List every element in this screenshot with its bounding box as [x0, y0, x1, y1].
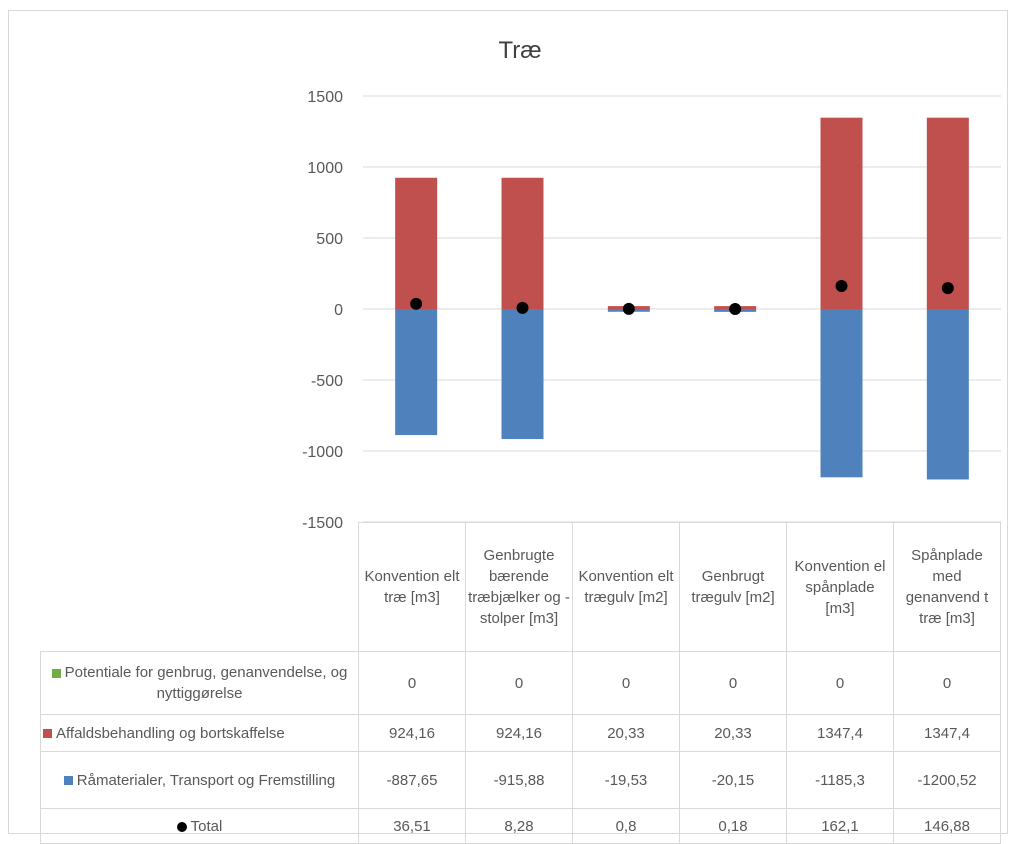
data-value: -887,65	[358, 751, 466, 809]
total-marker	[941, 282, 954, 295]
legend-label: Potentiale for genbrug, genanvendelse, o…	[64, 664, 348, 702]
total-marker	[516, 301, 529, 314]
data-value: 924,16	[465, 714, 573, 752]
category-label: Genbrugt trægulv [m2]	[679, 522, 787, 652]
chart-title: Træ	[498, 37, 542, 64]
data-value: 0	[572, 651, 680, 715]
data-value: 20,33	[679, 714, 787, 752]
bar-affald	[926, 117, 969, 310]
data-value: 0,18	[679, 808, 787, 844]
legend-label: Total	[190, 817, 223, 835]
bar-ramaterialer	[395, 309, 438, 436]
data-value: 0	[786, 651, 894, 715]
data-value: -19,53	[572, 751, 680, 809]
legend-entry: Affaldsbehandling og bortskaffelse	[40, 714, 359, 752]
table-corner	[40, 522, 359, 652]
y-tick-label: -500	[311, 373, 343, 390]
data-value: 0	[679, 651, 787, 715]
data-table: Konvention elt træ [m3] Genbrugte bærende…	[40, 522, 1001, 844]
bar-ramaterialer	[501, 309, 544, 440]
data-value: 146,88	[893, 808, 1001, 844]
total-marker	[622, 302, 635, 315]
legend-entry: Total	[40, 808, 359, 844]
total-marker	[410, 297, 423, 310]
bar-affald	[395, 177, 438, 309]
y-tick-label: 0	[334, 302, 343, 319]
legend-entry: Råmaterialer, Transport og Fremstilling	[40, 751, 359, 809]
legend-color-key	[63, 776, 73, 786]
y-tick-label: -1000	[302, 444, 343, 461]
data-value: 0	[358, 651, 466, 715]
bar-ramaterialer	[926, 309, 969, 480]
table-row: Potentiale for genbrug, genanvendelse, o…	[40, 651, 1001, 715]
bar-affald	[820, 117, 863, 310]
data-value: 0	[465, 651, 573, 715]
data-value: -915,88	[465, 751, 573, 809]
category-label: Konvention elt træ [m3]	[358, 522, 466, 652]
y-tick-label: 1500	[307, 89, 343, 106]
table-row: Total 36,51 8,28 0,8 0,18 162,1 146,88	[40, 808, 1001, 844]
data-value: 0	[893, 651, 1001, 715]
data-value: -1185,3	[786, 751, 894, 809]
table-row: Affaldsbehandling og bortskaffelse 924,16…	[40, 714, 1001, 752]
data-value: 36,51	[358, 808, 466, 844]
legend-color-key	[51, 668, 61, 678]
data-value: 162,1	[786, 808, 894, 844]
data-value: 20,33	[572, 714, 680, 752]
category-label: Konvention elt trægulv [m2]	[572, 522, 680, 652]
category-label: Spånplade med genanvend t træ [m3]	[893, 522, 1001, 652]
data-value: 0,8	[572, 808, 680, 844]
legend-dot-key	[176, 821, 187, 832]
table-header-row: Konvention elt træ [m3] Genbrugte bærende…	[40, 522, 1001, 652]
data-value: -20,15	[679, 751, 787, 809]
legend-label: Råmaterialer, Transport og Fremstilling	[76, 771, 336, 789]
total-marker	[835, 279, 848, 292]
total-marker	[729, 302, 742, 315]
data-value: 1347,4	[893, 714, 1001, 752]
legend-entry: Potentiale for genbrug, genanvendelse, o…	[40, 651, 359, 715]
y-tick-label: 500	[316, 231, 343, 248]
y-tick-label: 1000	[307, 160, 343, 177]
legend-color-key	[43, 729, 52, 739]
data-value: 8,28	[465, 808, 573, 844]
data-value: 924,16	[358, 714, 466, 752]
bar-ramaterialer	[820, 309, 863, 478]
table-row: Råmaterialer, Transport og Fremstilling -…	[40, 751, 1001, 809]
category-label: Konvention el spånplade [m3]	[786, 522, 894, 652]
bar-affald	[501, 177, 544, 309]
data-value: 1347,4	[786, 714, 894, 752]
data-value: -1200,52	[893, 751, 1001, 809]
category-label: Genbrugte bærende træbjælker og -stolper…	[465, 522, 573, 652]
legend-label: Affaldsbehandling og bortskaffelse	[56, 724, 285, 742]
